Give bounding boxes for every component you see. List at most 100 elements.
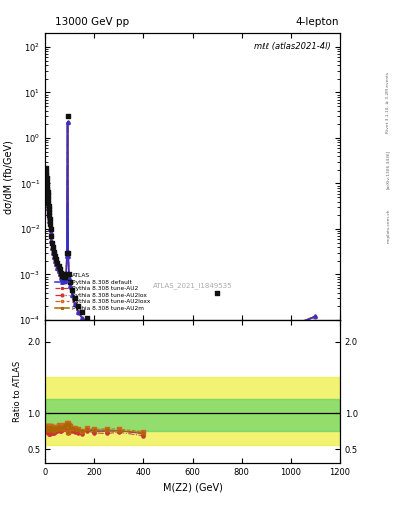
Pythia 8.308 default [44, 177, 49, 183]
Pythia 8.308 tune-AU2lox [68, 284, 72, 290]
ATLAS [44, 179, 50, 187]
ATLAS [214, 288, 220, 296]
ATLAS [48, 225, 54, 233]
ATLAS [63, 270, 69, 279]
Point [91, 427, 97, 435]
Pythia 8.308 default [45, 191, 50, 198]
Point [47, 429, 53, 437]
Point [42, 423, 49, 432]
Point [48, 422, 54, 430]
Point [46, 427, 52, 435]
Point [66, 422, 72, 430]
Point [42, 425, 49, 433]
Pythia 8.308 tune-AU2lox [52, 255, 57, 261]
Pythia 8.308 tune-AU2 [47, 221, 52, 227]
Pythia 8.308 tune-AU2 [48, 230, 53, 237]
Point [72, 428, 78, 436]
Pythia 8.308 tune-AU2m [116, 338, 121, 345]
Point [64, 428, 71, 436]
Pythia 8.308 tune-AU2 [46, 211, 51, 218]
ATLAS [42, 181, 49, 189]
Point [49, 429, 55, 437]
Point [45, 425, 51, 433]
Point [103, 424, 110, 433]
Point [116, 426, 122, 435]
Pythia 8.308 tune-AU2m [46, 204, 51, 210]
Pythia 8.308 tune-AU2 [64, 253, 69, 260]
Pythia 8.308 tune-AU2lox [43, 188, 48, 194]
Pythia 8.308 tune-AU2lox [54, 262, 59, 268]
Pythia 8.308 tune-AU2 [92, 327, 97, 333]
Point [65, 423, 72, 432]
Point [43, 423, 50, 431]
Pythia 8.308 tune-AU2m [72, 300, 77, 306]
Point [64, 428, 71, 436]
Point [47, 424, 53, 432]
Point [44, 428, 51, 436]
Pythia 8.308 tune-AU2 [53, 258, 57, 264]
Pythia 8.308 tune-AU2m [67, 275, 72, 281]
Point [75, 425, 81, 433]
Pythia 8.308 tune-AU2lox [46, 202, 50, 208]
Pythia 8.308 tune-AU2loxx [68, 283, 72, 289]
Point [46, 426, 53, 434]
ATLAS [50, 243, 56, 251]
Point [53, 427, 59, 435]
Pythia 8.308 tune-AU2m [44, 174, 48, 180]
Pythia 8.308 tune-AU2lox [44, 170, 49, 176]
Point [44, 425, 50, 434]
Point [46, 424, 53, 433]
Pythia 8.308 tune-AU2 [65, 119, 70, 125]
ATLAS [91, 321, 97, 329]
Pythia 8.308 default [46, 211, 51, 218]
Point [42, 424, 49, 433]
Pythia 8.308 default [54, 261, 59, 267]
Point [57, 424, 63, 433]
Pythia 8.308 tune-AU2loxx [53, 257, 57, 263]
Point [84, 425, 90, 433]
Point [43, 422, 50, 431]
Point [91, 427, 97, 435]
Pythia 8.308 default [44, 174, 48, 180]
Point [64, 420, 70, 428]
Pythia 8.308 tune-AU2 [46, 208, 51, 214]
Point [45, 425, 51, 433]
ATLAS [59, 270, 66, 279]
Point [51, 427, 57, 435]
Point [45, 425, 51, 433]
Pythia 8.308 default [60, 276, 65, 283]
Pythia 8.308 tune-AU2 [62, 278, 67, 284]
Pythia 8.308 default [104, 333, 109, 339]
Point [116, 426, 122, 435]
Point [48, 424, 55, 433]
Point [52, 429, 58, 437]
Point [62, 422, 68, 430]
Point [66, 424, 73, 433]
Pythia 8.308 tune-AU2lox [46, 198, 50, 204]
Point [44, 424, 50, 433]
Point [53, 425, 59, 433]
Point [91, 425, 97, 433]
Pythia 8.308 tune-AU2lox [64, 254, 69, 260]
Point [44, 425, 50, 433]
Pythia 8.308 default [53, 258, 57, 264]
Point [46, 425, 52, 434]
Point [53, 425, 59, 434]
Pythia 8.308 default [70, 292, 75, 298]
Point [54, 425, 61, 433]
Point [43, 423, 50, 432]
Pythia 8.308 default [64, 253, 69, 260]
Pythia 8.308 tune-AU2m [84, 320, 89, 326]
Point [45, 428, 51, 436]
Point [43, 426, 50, 434]
Pythia 8.308 tune-AU2loxx [64, 252, 69, 259]
Point [52, 423, 58, 431]
Point [69, 423, 75, 432]
Pythia 8.308 tune-AU2loxx [44, 177, 49, 183]
Point [45, 426, 51, 434]
Pythia 8.308 tune-AU2loxx [72, 300, 77, 306]
Pythia 8.308 tune-AU2loxx [54, 261, 59, 267]
Pythia 8.308 default [67, 275, 72, 282]
Pythia 8.308 tune-AU2m [44, 185, 49, 191]
Point [58, 425, 64, 434]
